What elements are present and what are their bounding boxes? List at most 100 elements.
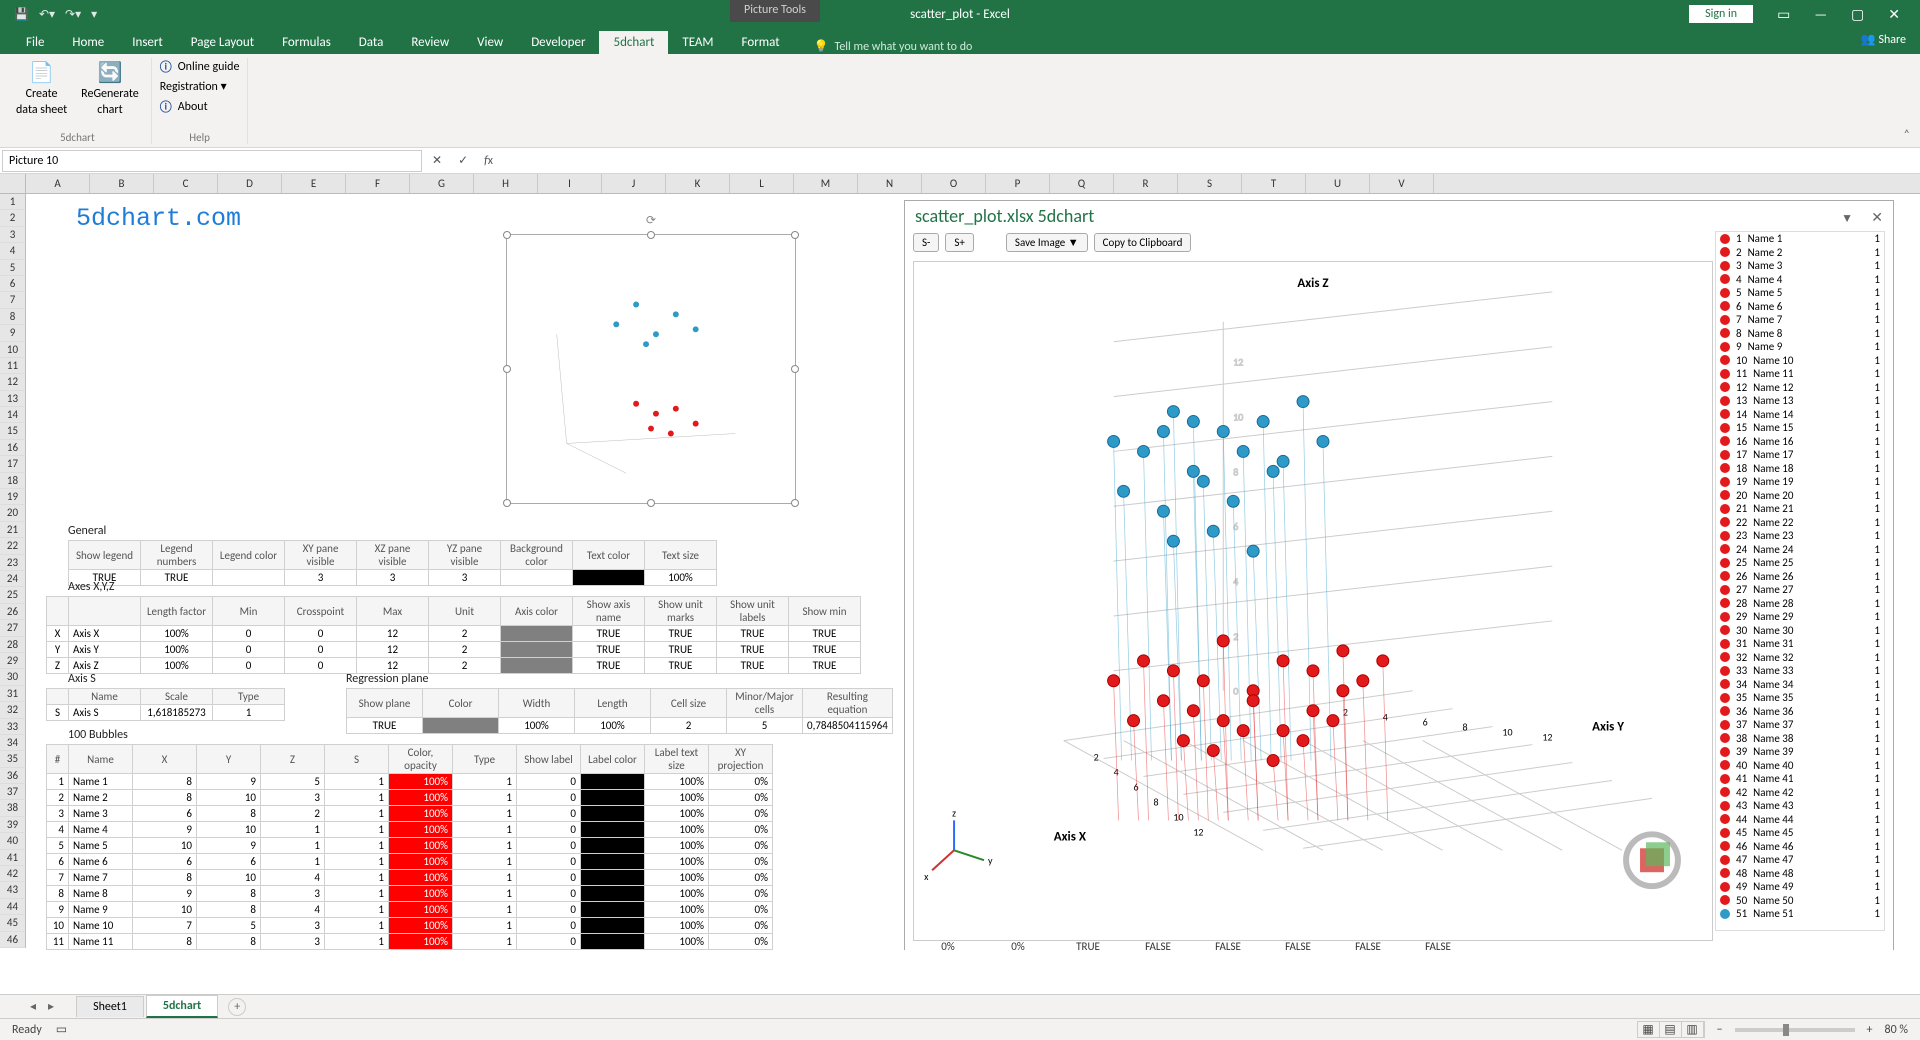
- row-header[interactable]: 32: [0, 702, 26, 718]
- legend-item[interactable]: 41Name 411: [1716, 772, 1884, 786]
- legend-item[interactable]: 32Name 321: [1716, 651, 1884, 665]
- resize-handle[interactable]: [647, 231, 655, 239]
- tab-nav-next-icon[interactable]: ▸: [48, 999, 54, 1014]
- row-header[interactable]: 44: [0, 899, 26, 915]
- col-header[interactable]: F: [346, 174, 410, 193]
- row-header[interactable]: 2: [0, 210, 26, 226]
- row-header[interactable]: 11: [0, 358, 26, 374]
- maximize-icon[interactable]: ▢: [1851, 6, 1864, 23]
- legend-item[interactable]: 49Name 491: [1716, 880, 1884, 894]
- col-header[interactable]: L: [730, 174, 794, 193]
- legend-item[interactable]: 33Name 331: [1716, 664, 1884, 678]
- legend-item[interactable]: 13Name 131: [1716, 394, 1884, 408]
- macro-record-icon[interactable]: ▭: [56, 1022, 67, 1037]
- row-header[interactable]: 25: [0, 587, 26, 603]
- row-header[interactable]: 30: [0, 669, 26, 685]
- row-header[interactable]: 1: [0, 194, 26, 210]
- row-header[interactable]: 3: [0, 227, 26, 243]
- fx-icon[interactable]: fx: [476, 154, 501, 168]
- save-icon[interactable]: 💾: [14, 7, 29, 22]
- legend-item[interactable]: 9Name 91: [1716, 340, 1884, 354]
- sheet-tab-5dchart[interactable]: 5dchart: [146, 995, 218, 1018]
- select-all-corner[interactable]: [0, 174, 26, 193]
- col-header[interactable]: D: [218, 174, 282, 193]
- spreadsheet-area[interactable]: 1234567891011121314151617181920212223242…: [0, 194, 1920, 950]
- row-header[interactable]: 7: [0, 292, 26, 308]
- legend-item[interactable]: 5Name 51: [1716, 286, 1884, 300]
- chart-canvas[interactable]: Axis Z024681012Axis YAxis X2468101224681…: [913, 261, 1713, 941]
- sign-in-button[interactable]: Sign in: [1689, 5, 1753, 23]
- chart-pane-close-icon[interactable]: ✕: [1871, 209, 1883, 226]
- ribbon-options-icon[interactable]: ▭: [1777, 6, 1790, 23]
- zoom-out-icon[interactable]: −: [1717, 1023, 1723, 1037]
- share-button[interactable]: 👥 Share: [1861, 32, 1906, 47]
- row-header[interactable]: 23: [0, 555, 26, 571]
- legend-item[interactable]: 15Name 151: [1716, 421, 1884, 435]
- tab-file[interactable]: File: [12, 31, 58, 54]
- row-header[interactable]: 33: [0, 719, 26, 735]
- legend-item[interactable]: 42Name 421: [1716, 786, 1884, 800]
- col-header[interactable]: V: [1370, 174, 1434, 193]
- legend-item[interactable]: 30Name 301: [1716, 624, 1884, 638]
- page-break-view-icon[interactable]: ▥: [1682, 1022, 1704, 1037]
- row-header[interactable]: 8: [0, 309, 26, 325]
- tab-team[interactable]: TEAM: [668, 31, 727, 54]
- resize-handle[interactable]: [791, 365, 799, 373]
- legend-list[interactable]: 1Name 112Name 213Name 314Name 415Name 51…: [1715, 231, 1885, 931]
- row-header[interactable]: 22: [0, 538, 26, 554]
- legend-item[interactable]: 36Name 361: [1716, 705, 1884, 719]
- legend-item[interactable]: 39Name 391: [1716, 745, 1884, 759]
- confirm-icon[interactable]: ✓: [450, 153, 476, 168]
- collapse-ribbon-icon[interactable]: ˄: [1904, 128, 1910, 142]
- row-header[interactable]: 17: [0, 456, 26, 472]
- legend-item[interactable]: 34Name 341: [1716, 678, 1884, 692]
- row-header[interactable]: 13: [0, 391, 26, 407]
- about-button[interactable]: ⓘAbout: [160, 98, 240, 115]
- col-header[interactable]: N: [858, 174, 922, 193]
- row-header[interactable]: 6: [0, 276, 26, 292]
- minimize-icon[interactable]: —: [1814, 6, 1827, 23]
- create-datasheet-button[interactable]: 📄 Create data sheet: [12, 58, 71, 119]
- legend-item[interactable]: 24Name 241: [1716, 543, 1884, 557]
- tab-insert[interactable]: Insert: [118, 31, 177, 54]
- row-header[interactable]: 35: [0, 751, 26, 767]
- row-header[interactable]: 24: [0, 571, 26, 587]
- row-header[interactable]: 14: [0, 407, 26, 423]
- legend-item[interactable]: 31Name 311: [1716, 637, 1884, 651]
- col-header[interactable]: E: [282, 174, 346, 193]
- legend-item[interactable]: 4Name 41: [1716, 273, 1884, 287]
- legend-item[interactable]: 50Name 501: [1716, 894, 1884, 908]
- col-header[interactable]: C: [154, 174, 218, 193]
- chart-pane-menu-icon[interactable]: ▼: [1841, 211, 1853, 226]
- row-header[interactable]: 4: [0, 243, 26, 259]
- legend-item[interactable]: 37Name 371: [1716, 718, 1884, 732]
- cancel-icon[interactable]: ✕: [424, 153, 450, 168]
- legend-item[interactable]: 8Name 81: [1716, 327, 1884, 341]
- sheet-tab-sheet1[interactable]: Sheet1: [76, 996, 144, 1017]
- row-header[interactable]: 20: [0, 505, 26, 521]
- legend-item[interactable]: 48Name 481: [1716, 867, 1884, 881]
- legend-item[interactable]: 16Name 161: [1716, 435, 1884, 449]
- col-header[interactable]: U: [1306, 174, 1370, 193]
- page-layout-view-icon[interactable]: ▤: [1660, 1022, 1682, 1037]
- zoom-out-button[interactable]: S-: [913, 233, 939, 252]
- col-header[interactable]: I: [538, 174, 602, 193]
- resize-handle[interactable]: [647, 499, 655, 507]
- row-header[interactable]: 40: [0, 833, 26, 849]
- qat-more-icon[interactable]: ▾: [91, 7, 97, 22]
- redo-icon[interactable]: ↷▾: [65, 7, 81, 22]
- rotate-handle-icon[interactable]: ⟳: [646, 213, 656, 228]
- col-header[interactable]: Q: [1050, 174, 1114, 193]
- legend-item[interactable]: 22Name 221: [1716, 516, 1884, 530]
- zoom-in-button[interactable]: S+: [945, 233, 974, 252]
- legend-item[interactable]: 18Name 181: [1716, 462, 1884, 476]
- col-header[interactable]: J: [602, 174, 666, 193]
- col-header[interactable]: P: [986, 174, 1050, 193]
- legend-item[interactable]: 47Name 471: [1716, 853, 1884, 867]
- legend-item[interactable]: 19Name 191: [1716, 475, 1884, 489]
- tell-me-search[interactable]: 💡 Tell me what you want to do: [814, 39, 973, 54]
- row-header[interactable]: 34: [0, 735, 26, 751]
- normal-view-icon[interactable]: ▦: [1638, 1022, 1660, 1037]
- tab-developer[interactable]: Developer: [517, 31, 599, 54]
- row-header[interactable]: 41: [0, 850, 26, 866]
